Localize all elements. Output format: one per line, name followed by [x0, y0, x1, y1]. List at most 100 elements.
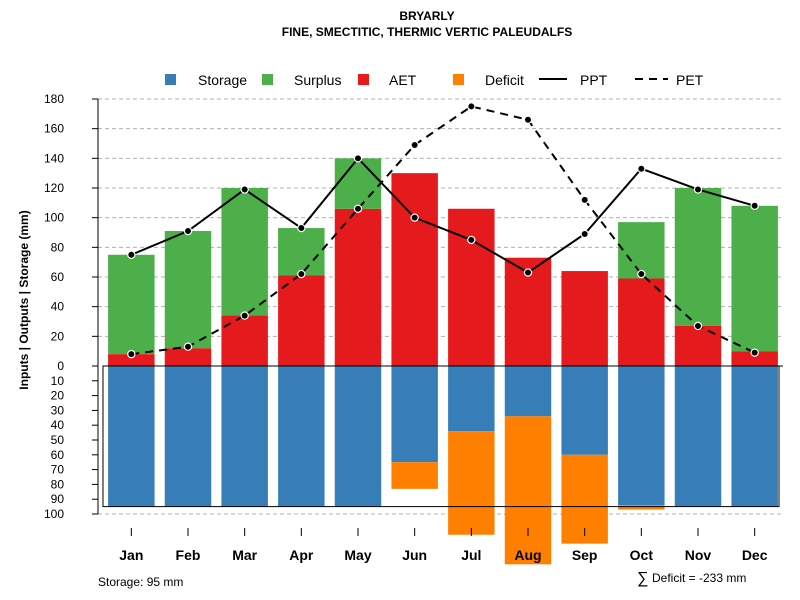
- line-ppt: [130, 156, 755, 274]
- bar-deficit-jul: [448, 431, 495, 535]
- point-pet-dec: [750, 348, 759, 357]
- point-ppt-may: [353, 154, 363, 163]
- storage-note: Storage: 95 mm: [98, 575, 183, 589]
- bar-aet-oct: [618, 278, 665, 366]
- point-pet-aug: [523, 115, 533, 124]
- bar-aet-mar: [221, 315, 268, 366]
- y-tick-label-top-180: 180: [44, 92, 64, 106]
- y-tick-label-bottom-80: 80: [51, 477, 65, 491]
- legend-label-surplus: Surplus: [294, 72, 341, 88]
- legend-label-aet: AET: [389, 72, 417, 88]
- y-tick-label-top-140: 140: [44, 151, 64, 165]
- bar-aet-may: [334, 208, 382, 366]
- axes: 0204060801001201401601801020304050607080…: [44, 92, 783, 563]
- x-label-jan: Jan: [119, 547, 143, 563]
- y-axis-label: Inputs | Outputs | Storage (mm): [17, 210, 31, 389]
- bar-storage-dec: [731, 366, 778, 507]
- bar-deficit-jun: [391, 462, 438, 489]
- bar-surplus-mar: [221, 188, 268, 316]
- legend-label-storage: Storage: [198, 72, 247, 88]
- point-ppt-jun: [410, 213, 419, 222]
- legend-swatch-storage: [165, 74, 176, 85]
- point-pet-mar: [240, 311, 249, 320]
- storage-max-box: [102, 365, 780, 508]
- bar-surplus-oct: [618, 222, 665, 279]
- point-ppt-nov: [693, 185, 703, 194]
- point-ppt-apr: [297, 223, 306, 233]
- bar-storage-nov: [674, 366, 722, 507]
- bar-surplus-nov: [674, 188, 722, 326]
- bar-surplus-may: [334, 158, 382, 209]
- x-label-dec: Dec: [742, 547, 768, 563]
- point-pet-oct: [637, 269, 646, 279]
- bar-surplus-feb: [164, 231, 212, 349]
- y-tick-label-top-120: 120: [44, 181, 64, 195]
- bar-deficit-oct: [618, 505, 665, 510]
- line-pet: [131, 105, 756, 356]
- bar-storage-oct: [618, 366, 665, 506]
- bar-storage-jan: [108, 366, 155, 507]
- point-ppt-jan: [127, 250, 136, 259]
- bar-surplus-apr: [278, 228, 325, 276]
- bar-storage-may: [334, 366, 382, 507]
- bar-storage-aug: [504, 366, 552, 417]
- y-tick-label-bottom-40: 40: [51, 418, 65, 432]
- bar-storage-mar: [221, 366, 268, 507]
- legend-swatch-aet: [358, 74, 369, 85]
- bar-aet-nov: [674, 325, 722, 366]
- y-tick-label-bottom-90: 90: [51, 492, 65, 506]
- bar-aet-feb: [164, 348, 212, 366]
- point-pet-may: [353, 204, 363, 213]
- y-tick-label-top-0: 0: [57, 359, 64, 373]
- bar-aet-jan: [108, 354, 155, 366]
- y-tick-label-bottom-30: 30: [51, 403, 65, 417]
- point-pet-nov: [693, 321, 703, 331]
- point-pet-sep: [580, 195, 589, 205]
- point-ppt-feb: [183, 226, 193, 236]
- legend-label-ppt: PPT: [580, 72, 608, 88]
- point-pet-apr: [297, 269, 306, 279]
- point-ppt-mar: [240, 185, 249, 194]
- bar-aet-sep: [561, 271, 608, 366]
- point-ppt-oct: [637, 164, 646, 173]
- point-ppt-aug: [523, 268, 533, 277]
- y-tick-label-bottom-50: 50: [51, 433, 65, 447]
- x-label-mar: Mar: [232, 547, 257, 563]
- bar-aet-jun: [391, 173, 438, 366]
- x-label-feb: Feb: [176, 547, 201, 563]
- y-tick-label-top-100: 100: [44, 211, 64, 225]
- chart-subtitle: FINE, SMECTITIC, THERMIC VERTIC PALEUDAL…: [282, 25, 572, 39]
- y-tick-label-bottom-20: 20: [51, 389, 65, 403]
- bar-aet-dec: [731, 351, 778, 366]
- y-tick-label-top-60: 60: [51, 270, 65, 284]
- y-tick-label-bottom-70: 70: [51, 463, 65, 477]
- point-pet-feb: [183, 342, 193, 351]
- y-tick-label-top-40: 40: [51, 300, 65, 314]
- point-ppt-jul: [467, 235, 476, 245]
- chart-title: BRYARLY: [399, 9, 454, 23]
- y-tick-label-bottom-60: 60: [51, 448, 65, 462]
- legend-label-deficit: Deficit: [485, 72, 524, 88]
- series-lines: [127, 102, 759, 359]
- y-tick-label-top-160: 160: [44, 122, 64, 136]
- point-ppt-sep: [580, 229, 589, 239]
- legend-swatch-surplus: [262, 74, 273, 85]
- legend-label-pet: PET: [676, 72, 704, 88]
- y-tick-label-bottom-100: 100: [44, 507, 64, 521]
- x-label-may: May: [344, 547, 371, 563]
- y-tick-label-top-80: 80: [51, 240, 65, 254]
- point-pet-jul: [467, 102, 476, 111]
- x-label-sep: Sep: [572, 547, 598, 563]
- point-pet-jan: [127, 349, 136, 359]
- bar-storage-jun: [391, 366, 438, 463]
- bar-storage-jul: [448, 366, 495, 432]
- y-tick-label-bottom-10: 10: [51, 374, 65, 388]
- deficit-note: Deficit = -233 mm: [652, 571, 746, 585]
- bar-storage-sep: [561, 366, 608, 455]
- legend-swatch-deficit: [453, 74, 464, 85]
- legend: Storage Surplus AET Deficit PPT PET: [165, 72, 704, 88]
- bar-aet-apr: [278, 275, 325, 366]
- grid-lines: [98, 98, 783, 515]
- sigma-symbol: ∑: [637, 570, 648, 587]
- x-label-aug: Aug: [514, 547, 541, 563]
